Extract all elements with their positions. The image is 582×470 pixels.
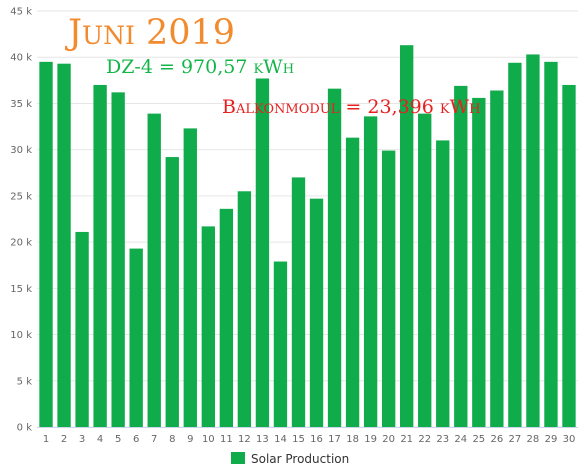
grid-lines [37,10,578,382]
x-tick-label: 23 [436,434,449,445]
y-tick-label: 15 k [10,284,32,295]
x-tick-label: 3 [79,434,85,445]
bar[interactable] [57,63,71,428]
y-tick-label: 5 k [17,376,33,387]
bar[interactable] [436,140,450,427]
x-tick-label: 6 [133,434,139,445]
bar[interactable] [400,45,414,428]
x-tick-label: 1 [43,434,49,445]
bar[interactable] [327,88,342,428]
bar[interactable] [93,84,107,427]
y-tick-label: 10 k [10,330,32,341]
y-tick-labels: 0 k 5 k 10 k 15 k 20 k 25 k 30 k 35 k 40 k 45 k [10,7,32,434]
bar[interactable] [201,226,215,427]
x-tick-label: 11 [220,434,233,445]
bar[interactable] [526,54,540,428]
x-tick-label: 13 [256,434,269,445]
bar[interactable] [544,61,558,427]
x-tick-label: 12 [238,434,251,445]
bar[interactable] [418,113,432,427]
x-tick-label: 14 [274,434,287,445]
bar[interactable] [309,198,324,427]
x-tick-label: 22 [418,434,431,445]
bar[interactable] [273,261,288,427]
bar[interactable] [237,191,252,427]
x-tick-label: 8 [169,434,175,445]
bar[interactable] [183,128,197,427]
y-tick-label: 20 k [10,238,32,249]
x-tick-label: 19 [364,434,377,445]
x-tick-label: 16 [310,434,323,445]
x-tick-label: 10 [202,434,215,445]
x-tick-labels: 1 2 3 4 5 6 7 8 9 10 11 12 13 14 15 16 17 18 19 20 21 22 23 24 2… [43,434,576,445]
x-tick-label: 28 [527,434,540,445]
y-tick-label: 35 k [10,99,32,110]
legend-label: Solar Production [251,452,349,466]
legend[interactable]: Solar Production [231,452,349,466]
x-tick-label: 4 [97,434,103,445]
x-tick-label: 17 [328,434,341,445]
bar[interactable] [129,248,143,427]
bar[interactable] [39,61,53,427]
x-tick-label: 15 [292,434,305,445]
x-tick-label: 29 [545,434,558,445]
annotation-dz4: DZ-4 = 970,57 kWh [106,56,294,78]
bar-series [39,45,576,428]
bar[interactable] [165,157,179,427]
y-tick-label: 40 k [10,53,32,64]
x-tick-label: 20 [382,434,395,445]
x-tick-label: 21 [400,434,413,445]
x-tick-label: 5 [115,434,121,445]
bar[interactable] [291,177,306,427]
bar[interactable] [454,85,468,427]
x-tick-label: 7 [151,434,157,445]
y-tick-label: 45 k [10,7,32,18]
annotation-balkonmodul: Balkonmodul = 23,396 kWh [222,96,480,118]
x-tick-label: 18 [346,434,359,445]
bar[interactable] [345,137,360,427]
x-tick-label: 30 [563,434,576,445]
bar[interactable] [562,84,576,427]
x-tick-label: 27 [509,434,522,445]
x-tick-label: 9 [187,434,193,445]
bar[interactable] [472,97,486,428]
x-tick-label: 26 [490,434,503,445]
bar[interactable] [219,208,234,427]
bar[interactable] [508,62,522,427]
legend-swatch [231,452,245,464]
x-tick-label: 25 [472,434,485,445]
bar[interactable] [255,78,270,428]
y-tick-label: 25 k [10,191,32,202]
x-tick-label: 24 [454,434,467,445]
x-tick-label: 2 [61,434,67,445]
bar[interactable] [363,116,378,428]
bar[interactable] [381,150,396,427]
chart-title: Juni 2019 [65,13,235,53]
bar[interactable] [147,113,161,427]
y-tick-label: 30 k [10,145,32,156]
bar[interactable] [490,90,504,427]
bar[interactable] [111,92,125,428]
bar[interactable] [75,231,89,427]
y-tick-label: 0 k [17,423,33,434]
